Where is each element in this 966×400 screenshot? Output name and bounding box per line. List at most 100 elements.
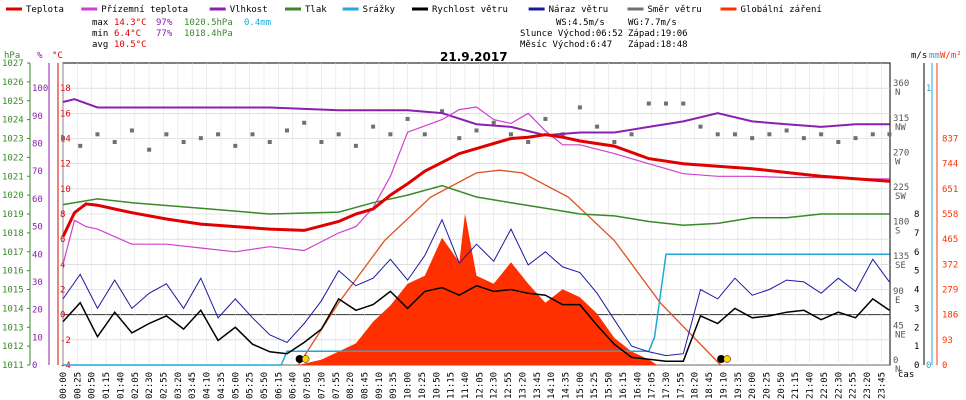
wind-dir-point-18 bbox=[371, 124, 376, 129]
wind-dir-point-21 bbox=[422, 132, 427, 137]
tick-dir-2: 90 bbox=[893, 287, 904, 297]
legend-label-3: Tlak bbox=[305, 5, 327, 15]
wind-dir-point-15 bbox=[319, 139, 324, 144]
stat-min-hum: 77% bbox=[156, 29, 173, 39]
tick-hpa-1018: 1018 bbox=[2, 229, 24, 239]
wind-dir-point-40 bbox=[750, 136, 755, 141]
wind-dir-point-43 bbox=[801, 136, 806, 141]
time-label-6: 02:30 bbox=[145, 372, 155, 399]
stat-max-hum: 97% bbox=[156, 18, 173, 28]
tick-c--2: -2 bbox=[60, 336, 71, 346]
tick-ms-0: 0 bbox=[914, 361, 919, 371]
tick-wm2-651: 651 bbox=[942, 185, 958, 195]
tick-hpa-1020: 1020 bbox=[2, 191, 24, 201]
time-label-53: 22:05 bbox=[820, 372, 830, 399]
time-label-42: 17:30 bbox=[662, 372, 672, 399]
tick-pct-20: 20 bbox=[32, 306, 43, 316]
wind-dir-point-1 bbox=[78, 143, 83, 148]
time-label-1: 00:25 bbox=[73, 372, 83, 399]
wind-dir-point-23 bbox=[457, 136, 462, 141]
wind-dir-point-22 bbox=[440, 109, 445, 114]
wind-dir-point-39 bbox=[732, 132, 737, 137]
series-clear-sky bbox=[297, 169, 722, 366]
tick-hpa-1022: 1022 bbox=[2, 153, 24, 163]
tick-ms-4: 4 bbox=[914, 286, 919, 296]
wind-dir-point-4 bbox=[129, 128, 134, 133]
tick-c-18: 18 bbox=[60, 84, 71, 94]
time-label-19: 07:55 bbox=[332, 372, 342, 399]
time-label-17: 07:05 bbox=[303, 372, 313, 399]
time-label-3: 01:15 bbox=[102, 372, 112, 399]
stat-moon-rise: Měsíc Východ:6:47 bbox=[520, 40, 612, 50]
tick-dir-8: 360 bbox=[893, 79, 909, 89]
tick-mm-0: 0 bbox=[926, 361, 931, 371]
wind-dir-point-34 bbox=[646, 101, 651, 106]
tick-c-2: 2 bbox=[60, 286, 65, 296]
time-label-57: 23:45 bbox=[877, 372, 887, 399]
time-label-12: 05:00 bbox=[231, 372, 241, 399]
wind-dir-point-48 bbox=[887, 132, 892, 137]
time-label-7: 02:55 bbox=[160, 372, 170, 399]
tick-hpa-1024: 1024 bbox=[2, 116, 24, 126]
wind-dir-point-45 bbox=[836, 139, 841, 144]
time-label-40: 16:40 bbox=[633, 372, 643, 399]
tick-hpa-1027: 1027 bbox=[2, 59, 24, 69]
wind-dir-point-47 bbox=[870, 132, 875, 137]
wind-dir-point-37 bbox=[698, 124, 703, 129]
wind-dir-point-24 bbox=[474, 128, 479, 133]
tick-hpa-1026: 1026 bbox=[2, 78, 24, 88]
tick-dir-label-1: NE bbox=[895, 330, 906, 340]
tick-c--4: -4 bbox=[60, 361, 71, 371]
tick-mm-1: 1 bbox=[926, 84, 931, 94]
time-label-25: 10:25 bbox=[418, 372, 428, 399]
tick-pct-100: 100 bbox=[32, 84, 48, 94]
series-temperature bbox=[61, 133, 890, 238]
tick-wm2-744: 744 bbox=[942, 160, 958, 170]
wind-dir-point-41 bbox=[767, 132, 772, 137]
wind-dir-point-20 bbox=[405, 116, 410, 121]
wind-dir-point-7 bbox=[181, 139, 186, 144]
time-label-49: 20:25 bbox=[763, 372, 773, 399]
wind-dir-point-13 bbox=[284, 128, 289, 133]
wind-dir-point-33 bbox=[629, 132, 634, 137]
tick-dir-1: 45 bbox=[893, 321, 904, 331]
tick-c-16: 16 bbox=[60, 109, 71, 119]
tick-hpa-1016: 1016 bbox=[2, 267, 24, 277]
stat-ws: WS:4.5m/s bbox=[556, 18, 605, 28]
wind-dir-point-46 bbox=[853, 136, 858, 141]
sunrise-marker-sun bbox=[301, 355, 310, 363]
axis-unit-ms: m/s bbox=[911, 51, 927, 61]
stat-sun-set: Západ:19:06 bbox=[628, 29, 688, 39]
time-label-43: 17:55 bbox=[676, 372, 686, 399]
tick-pct-80: 80 bbox=[32, 140, 43, 150]
tick-ms-6: 6 bbox=[914, 248, 919, 258]
tick-wm2-186: 186 bbox=[942, 311, 958, 321]
time-label-2: 00:50 bbox=[88, 372, 98, 399]
time-label-8: 03:20 bbox=[174, 372, 184, 399]
tick-pct-50: 50 bbox=[32, 223, 43, 233]
stat-min-label: min bbox=[92, 29, 108, 39]
wind-dir-point-19 bbox=[388, 132, 393, 137]
wind-dir-point-27 bbox=[526, 139, 531, 144]
legend-label-4: Srážky bbox=[363, 5, 396, 15]
time-label-31: 12:55 bbox=[504, 372, 514, 399]
tick-hpa-1023: 1023 bbox=[2, 135, 24, 145]
tick-dir-0: 0 bbox=[893, 356, 898, 366]
tick-hpa-1017: 1017 bbox=[2, 248, 24, 258]
wind-dir-point-8 bbox=[198, 136, 203, 141]
time-label-29: 12:05 bbox=[475, 372, 485, 399]
time-label-36: 15:00 bbox=[576, 372, 586, 399]
time-label-27: 11:15 bbox=[447, 372, 457, 399]
wind-dir-point-30 bbox=[577, 105, 582, 110]
tick-hpa-1011: 1011 bbox=[2, 361, 24, 371]
time-label-47: 19:35 bbox=[734, 372, 744, 399]
time-label-9: 03:45 bbox=[188, 372, 198, 399]
stat-sun-rise: Slunce Východ:06:52 bbox=[520, 29, 623, 39]
wind-dir-point-11 bbox=[250, 132, 255, 137]
time-label-16: 06:40 bbox=[289, 372, 299, 399]
tick-wm2-837: 837 bbox=[942, 135, 958, 145]
time-label-51: 21:15 bbox=[791, 372, 801, 399]
series-rain bbox=[63, 253, 890, 366]
stat-avg-temp: 10.5°C bbox=[114, 40, 147, 50]
